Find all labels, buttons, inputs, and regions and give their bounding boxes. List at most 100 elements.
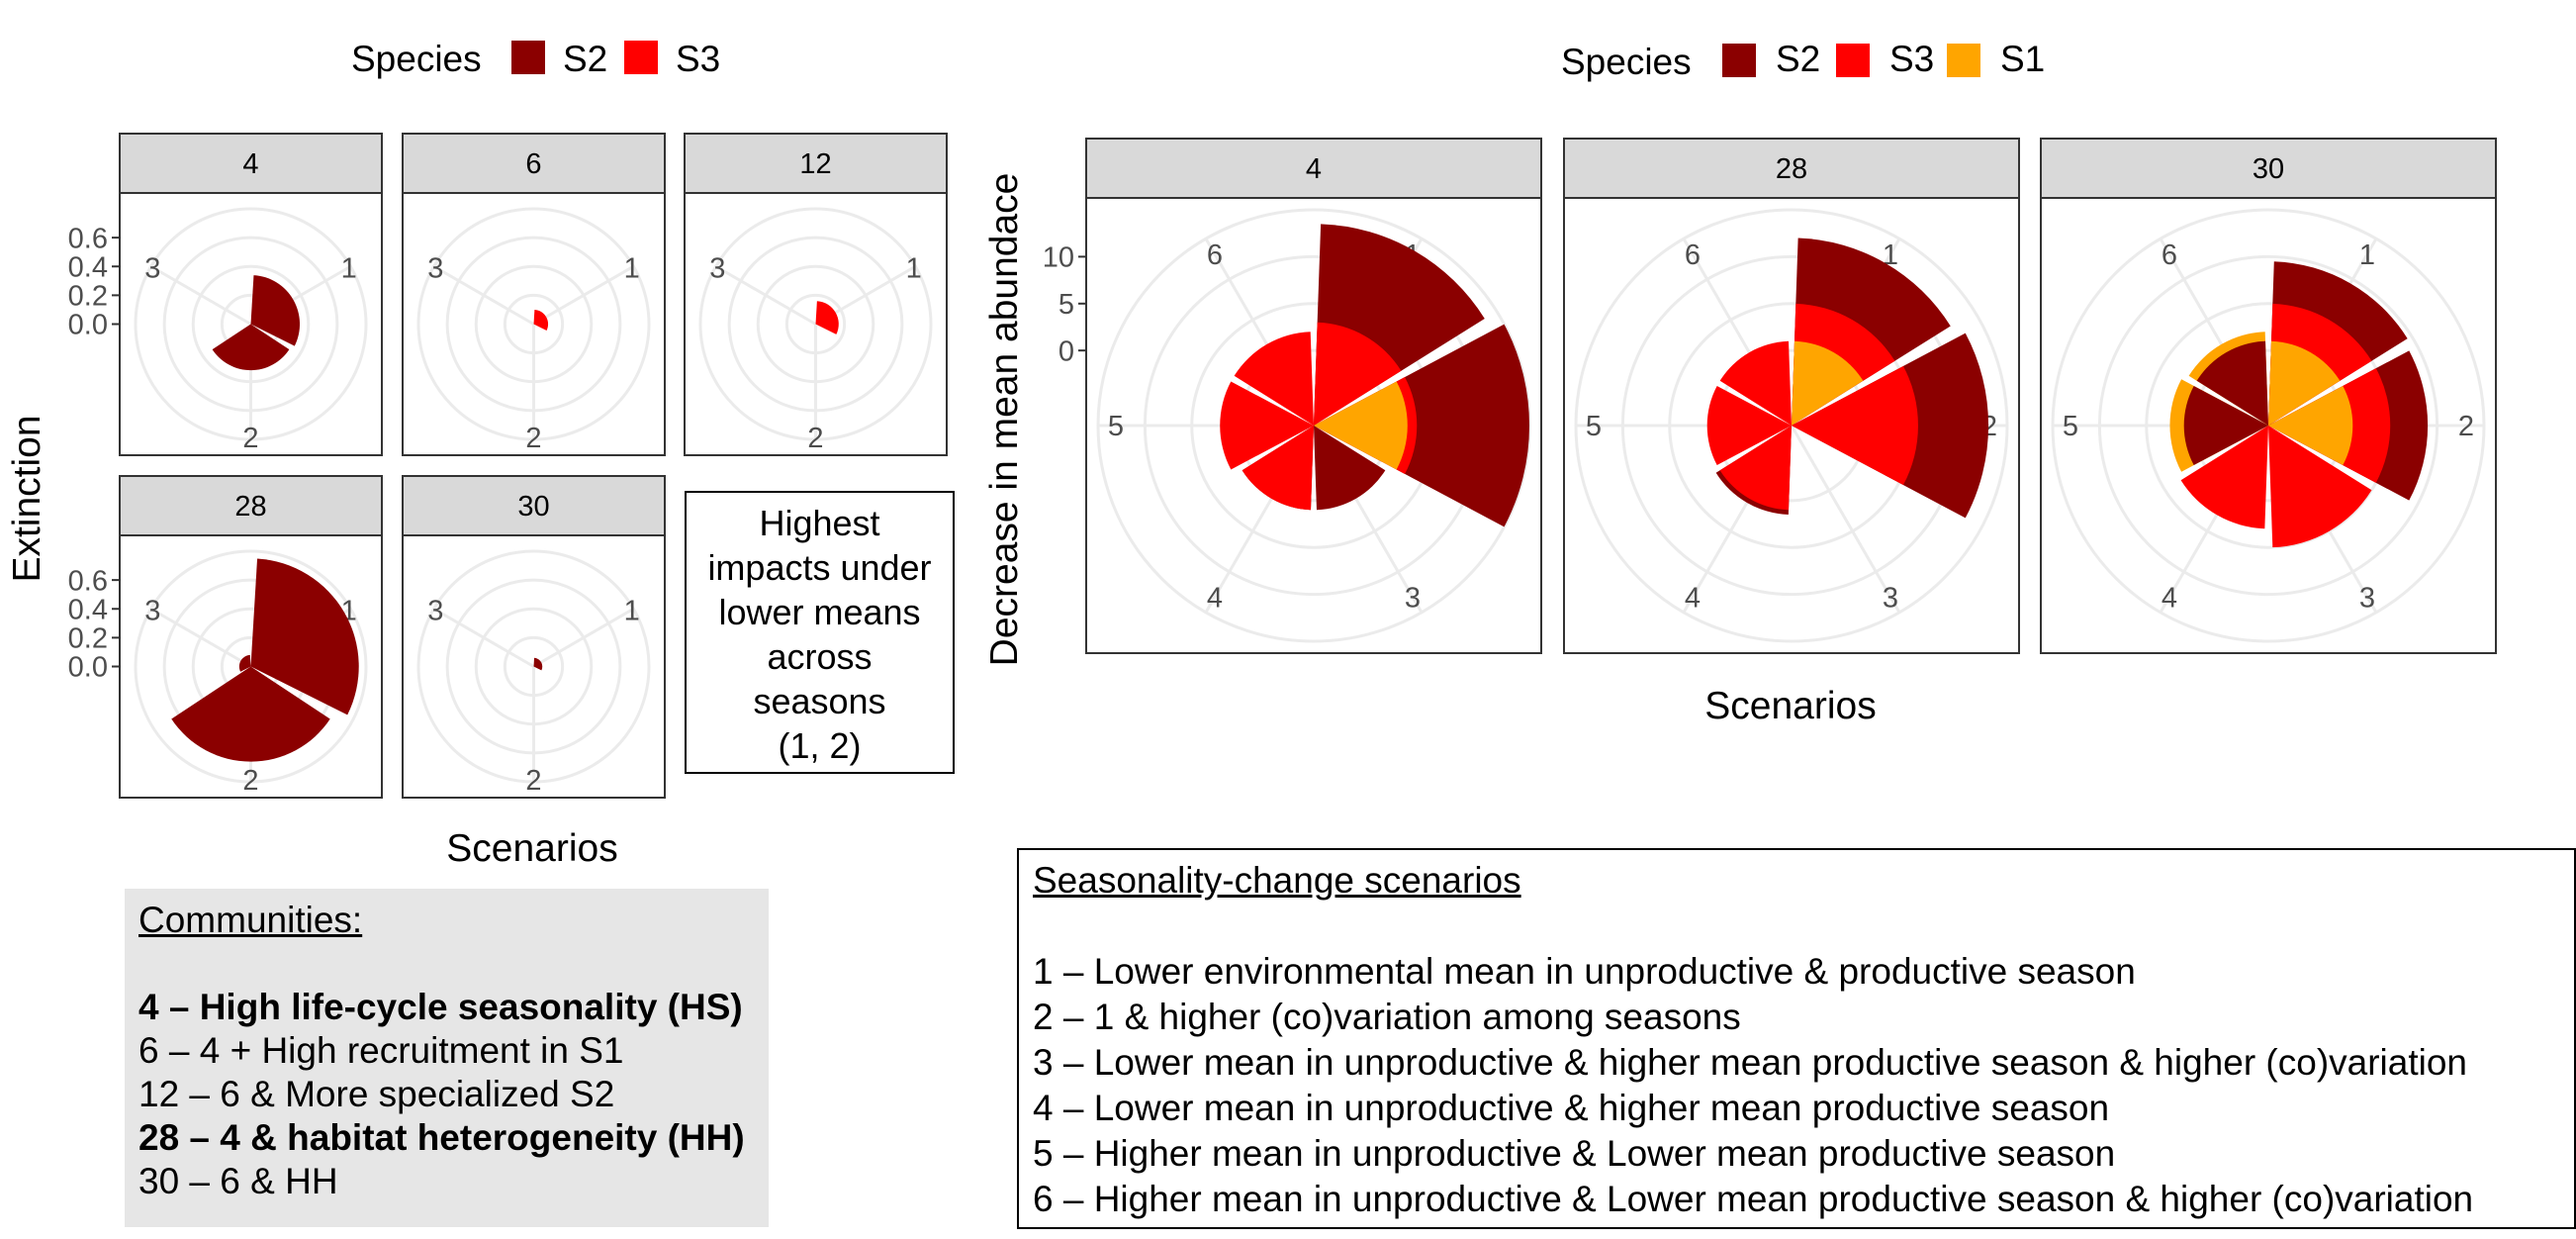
scenario-label: 3	[1405, 582, 1421, 614]
facet-label: 28	[1776, 153, 1807, 185]
community-item: 4 – High life-cycle seasonality (HS)	[138, 987, 743, 1027]
panels: 41230.00.20.40.6612312123281230.00.20.40…	[68, 133, 2497, 799]
y-tick-label: 5	[1058, 289, 1074, 321]
grid-spoke	[1790, 425, 1901, 614]
grid-spoke	[714, 264, 817, 326]
scenario-label: 1	[906, 252, 922, 284]
legend-label-s3: S3	[676, 39, 720, 79]
scenario-label: 2	[525, 423, 541, 454]
y-tick-label: 0	[1058, 335, 1074, 367]
bar-s2	[250, 558, 359, 715]
y-tick-label: 0.2	[68, 623, 108, 655]
scenario-item: 6 – Higher mean in unproductive & Lower …	[1033, 1179, 2474, 1219]
scenarios-title: Seasonality-change scenarios	[1033, 860, 1521, 901]
scenario-label: 1	[1883, 239, 1898, 271]
scenario-item: 1 – Lower environmental mean in unproduc…	[1033, 951, 2136, 992]
bar-s3	[1220, 381, 1314, 470]
facet-strip	[1563, 138, 2020, 199]
facet-label: 28	[234, 491, 266, 523]
facet-label: 6	[525, 148, 541, 180]
bar-s2	[171, 666, 330, 762]
annotation-line: Highest	[759, 503, 880, 543]
grid-spoke	[532, 607, 635, 668]
bar-s2	[533, 657, 543, 671]
bar-s3	[1314, 322, 1402, 426]
facet-label: 30	[2253, 153, 2284, 185]
scenario-item: 3 – Lower mean in unproductive & higher …	[1033, 1042, 2467, 1083]
facet-panel: 4 1 2 3 0.00.20.40.6	[68, 133, 383, 456]
y-tick-label: 0.6	[68, 565, 108, 597]
bar-s1	[2268, 340, 2341, 426]
bar-s3	[533, 309, 549, 332]
bar-s1	[2268, 385, 2353, 466]
bar-s3	[2180, 426, 2268, 529]
bar-s3	[1234, 332, 1314, 426]
scenario-label: 6	[2162, 239, 2177, 271]
y-axis-title-abundance: Decrease in mean abundace	[983, 173, 1026, 667]
y-tick-label: 0.6	[68, 223, 108, 254]
bar-s2	[238, 654, 251, 672]
legend-title: Species	[1561, 42, 1692, 82]
legend-key-s2	[1722, 44, 1756, 77]
scenario-label: 3	[427, 252, 443, 284]
grid-spoke	[432, 264, 535, 326]
bar-s2	[250, 275, 301, 346]
scenario-label: 6	[1207, 239, 1223, 271]
x-axis-title-extinction: Scenarios	[446, 827, 617, 870]
scenario-label: 3	[2359, 582, 2375, 614]
facet-strip	[119, 475, 383, 536]
annotation-line: across	[767, 636, 873, 677]
y-tick-label: 0.2	[68, 281, 108, 313]
scenario-label: 4	[1685, 582, 1701, 614]
bar-s3	[1719, 340, 1792, 426]
scenario-label: 3	[144, 252, 160, 284]
scenario-label: 2	[525, 765, 541, 797]
legend-key-s1	[1947, 44, 1980, 77]
bar-s3	[1706, 385, 1792, 466]
facet-strip	[402, 475, 666, 536]
bar-s3	[1242, 426, 1314, 511]
community-item: 6 – 4 + High recruitment in S1	[138, 1030, 624, 1071]
communities-legend: Communities: 4 – High life-cycle seasona…	[125, 889, 769, 1227]
scenario-label: 5	[2063, 411, 2078, 442]
bar-s2	[2183, 385, 2268, 466]
legend-extinction: Species S2 S3	[351, 39, 720, 79]
scenario-label: 1	[341, 252, 357, 284]
y-tick-label: 10	[1043, 242, 1074, 274]
scenario-label: 3	[709, 252, 725, 284]
scenario-item: 4 – Lower mean in unproductive & higher …	[1033, 1088, 2110, 1128]
y-tick-label: 0.4	[68, 251, 108, 283]
bar-s2	[1314, 426, 1386, 511]
legend-key-s2	[511, 41, 545, 74]
annotation-line: impacts under	[707, 547, 932, 588]
annotation-line: seasons	[753, 681, 886, 721]
scenario-label: 5	[1586, 411, 1602, 442]
grid-spoke	[149, 607, 252, 668]
scenario-label: 6	[1685, 239, 1701, 271]
bar-s3	[2268, 426, 2372, 548]
facet-panel: 30 1 2 3	[402, 475, 666, 799]
communities-title: Communities:	[138, 900, 363, 940]
scenario-label: 1	[624, 252, 640, 284]
legend-title: Species	[351, 39, 482, 79]
scenario-item: 2 – 1 & higher (co)variation among seaso…	[1033, 997, 1741, 1037]
scenario-label: 1	[2359, 239, 2375, 271]
bar-s2	[1314, 324, 1529, 527]
community-item: 28 – 4 & habitat heterogeneity (HH)	[138, 1117, 745, 1158]
bar-s3	[1792, 365, 1918, 486]
facet-panel: 41234560510	[1043, 138, 1542, 654]
bar-s2	[212, 324, 290, 371]
bar-s1	[1314, 381, 1408, 470]
legend-label-s2: S2	[563, 39, 607, 79]
scenario-label: 1	[624, 595, 640, 626]
grid-spoke	[532, 264, 635, 326]
community-item: 30 – 6 & HH	[138, 1161, 338, 1201]
scenarios-legend: Seasonality-change scenarios 1 – Lower e…	[1017, 848, 2576, 1229]
bar-s2	[2196, 340, 2268, 426]
bar-s3	[1719, 426, 1792, 511]
scenario-label: 2	[2458, 411, 2474, 442]
legend-label-s1: S1	[2000, 39, 2045, 79]
